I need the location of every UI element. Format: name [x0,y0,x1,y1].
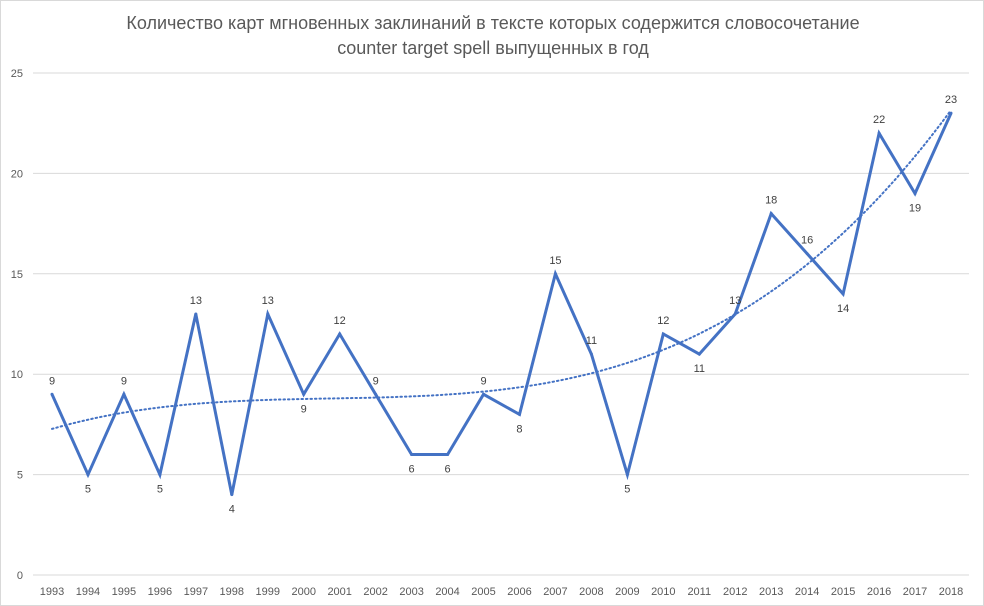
data-point [697,352,701,356]
data-label: 9 [121,375,127,387]
x-tick-label: 2001 [327,586,351,598]
x-tick-label: 1996 [148,586,172,598]
x-tick-label: 1998 [220,586,244,598]
data-label: 19 [909,202,921,214]
y-tick-label: 0 [17,570,23,582]
data-label: 9 [480,375,486,387]
data-label: 12 [657,315,669,327]
x-tick-label: 2002 [363,586,387,598]
data-label: 23 [945,94,957,106]
data-point [733,312,737,316]
data-label: 4 [229,504,235,516]
x-tick-label: 2010 [651,586,675,598]
data-point [661,332,665,336]
data-point [158,473,162,477]
data-label: 11 [586,335,597,347]
data-point [949,111,953,115]
trendline [51,109,952,430]
data-label: 15 [549,255,561,267]
data-point [50,392,54,396]
x-tick-label: 2016 [867,586,891,598]
x-tick-label: 2005 [471,586,495,598]
data-point [302,392,306,396]
x-tick-label: 2013 [759,586,783,598]
data-point [625,473,629,477]
x-tick-label: 2008 [579,586,603,598]
x-tick-label: 2000 [291,586,315,598]
data-label: 5 [85,484,91,496]
data-label: 5 [157,484,163,496]
x-tick-label: 2017 [903,586,927,598]
data-point [410,453,414,457]
data-label: 16 [801,235,813,247]
data-point [338,332,342,336]
x-tick-label: 2018 [939,586,963,598]
x-tick-label: 1997 [184,586,208,598]
data-point [86,473,90,477]
x-tick-label: 2014 [795,586,819,598]
x-tick-label: 1995 [112,586,136,598]
data-label: 22 [873,114,885,126]
data-point [769,212,773,216]
data-label: 14 [837,303,849,315]
data-point [266,312,270,316]
chart-title: Количество карт мгновенных заклинаний в … [126,13,860,58]
data-point [913,191,917,195]
x-tick-label: 2004 [435,586,459,598]
y-tick-label: 25 [11,68,23,80]
data-point [230,493,234,497]
data-point [841,292,845,296]
data-point [589,352,593,356]
data-label: 5 [624,484,630,496]
data-label: 6 [444,464,450,476]
data-point [805,252,809,256]
y-tick-label: 10 [11,369,23,381]
data-label: 12 [334,315,346,327]
data-label: 11 [694,363,705,375]
data-point [122,392,126,396]
x-tick-label: 2006 [507,586,531,598]
data-label: 9 [301,403,307,415]
data-point [194,312,198,316]
data-point [374,392,378,396]
data-label: 9 [49,375,55,387]
x-tick-label: 1994 [76,586,100,598]
data-label: 9 [373,375,379,387]
data-label: 18 [765,195,777,207]
y-tick-label: 5 [17,470,23,482]
data-point [517,412,521,416]
x-tick-label: 2009 [615,586,639,598]
data-label: 8 [516,423,522,435]
data-label: 6 [409,464,415,476]
series-line [50,112,953,495]
x-tick-label: 2012 [723,586,747,598]
data-label: 13 [190,295,202,307]
x-tick-label: 2015 [831,586,855,598]
y-tick-label: 15 [11,269,23,281]
y-tick-label: 20 [11,168,23,180]
data-point [482,392,486,396]
data-point [553,272,557,276]
data-label: 13 [262,295,274,307]
data-point [877,131,881,135]
data-point [446,453,450,457]
x-tick-label: 2007 [543,586,567,598]
x-tick-label: 1999 [256,586,280,598]
data-label: 13 [729,295,741,307]
x-tick-label: 1993 [40,586,64,598]
x-tick-label: 2011 [687,586,711,598]
x-tick-label: 2003 [399,586,423,598]
